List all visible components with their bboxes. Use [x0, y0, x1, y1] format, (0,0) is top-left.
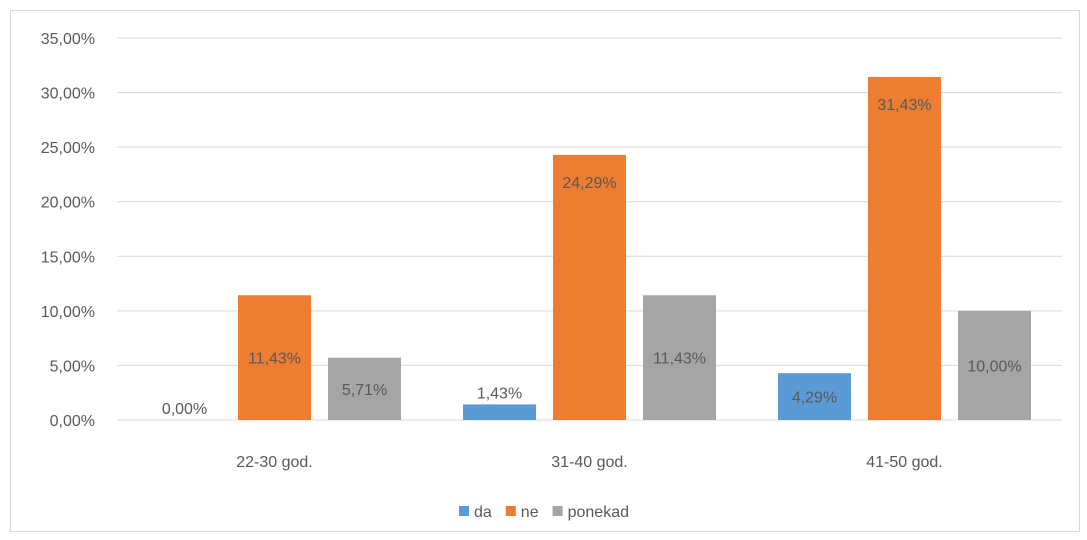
legend-swatch-ne	[505, 506, 516, 516]
legend: da ne ponekad	[459, 504, 629, 521]
data-labels: 0,00% 11,43% 5,71% 1,43% 24,29% 11,43% 4,29% 31…	[162, 97, 1022, 418]
bar-ne	[553, 154, 626, 420]
y-tick-label: 15,00%	[41, 249, 95, 266]
data-label: 31,43%	[877, 97, 931, 114]
data-label: 10,00%	[967, 358, 1021, 375]
legend-label-ne: ne	[521, 504, 539, 521]
legend-swatch-ponekad	[552, 506, 563, 516]
y-tick-label: 20,00%	[41, 195, 95, 212]
y-tick-label: 0,00%	[50, 413, 95, 430]
x-tick-label: 22-30 god.	[236, 454, 313, 471]
legend-label-ponekad: ponekad	[568, 504, 629, 521]
y-axis-labels: 0,00% 5,00% 10,00% 15,00% 20,00% 25,00% 30,00%…	[41, 31, 95, 430]
legend-label-da: da	[474, 504, 492, 521]
x-axis-labels: 22-30 god. 31-40 god. 41-50 god.	[236, 454, 943, 471]
y-tick-label: 5,00%	[50, 358, 95, 375]
data-label: 11,43%	[248, 351, 301, 368]
data-label: 11,43%	[653, 351, 706, 368]
y-tick-label: 25,00%	[41, 140, 95, 157]
data-label: 0,00%	[162, 401, 207, 418]
legend-swatch-da	[459, 506, 469, 516]
x-tick-label: 31-40 god.	[551, 454, 628, 471]
bar-ponekad	[643, 295, 716, 420]
data-label: 5,71%	[342, 382, 387, 399]
x-tick-label: 41-50 god.	[866, 454, 943, 471]
bar-ponekad	[958, 310, 1031, 420]
bar-ne	[868, 76, 941, 421]
data-label: 4,29%	[792, 390, 837, 407]
bar-da	[463, 404, 536, 420]
bar-ne	[238, 295, 311, 420]
y-tick-label: 30,00%	[41, 86, 95, 103]
bars	[238, 76, 1031, 421]
bar-ponekad	[328, 357, 401, 420]
data-label: 1,43%	[477, 385, 522, 402]
y-tick-label: 10,00%	[41, 304, 95, 321]
data-label: 24,29%	[562, 175, 616, 192]
y-tick-label: 35,00%	[41, 31, 95, 48]
bar-da	[778, 373, 851, 420]
